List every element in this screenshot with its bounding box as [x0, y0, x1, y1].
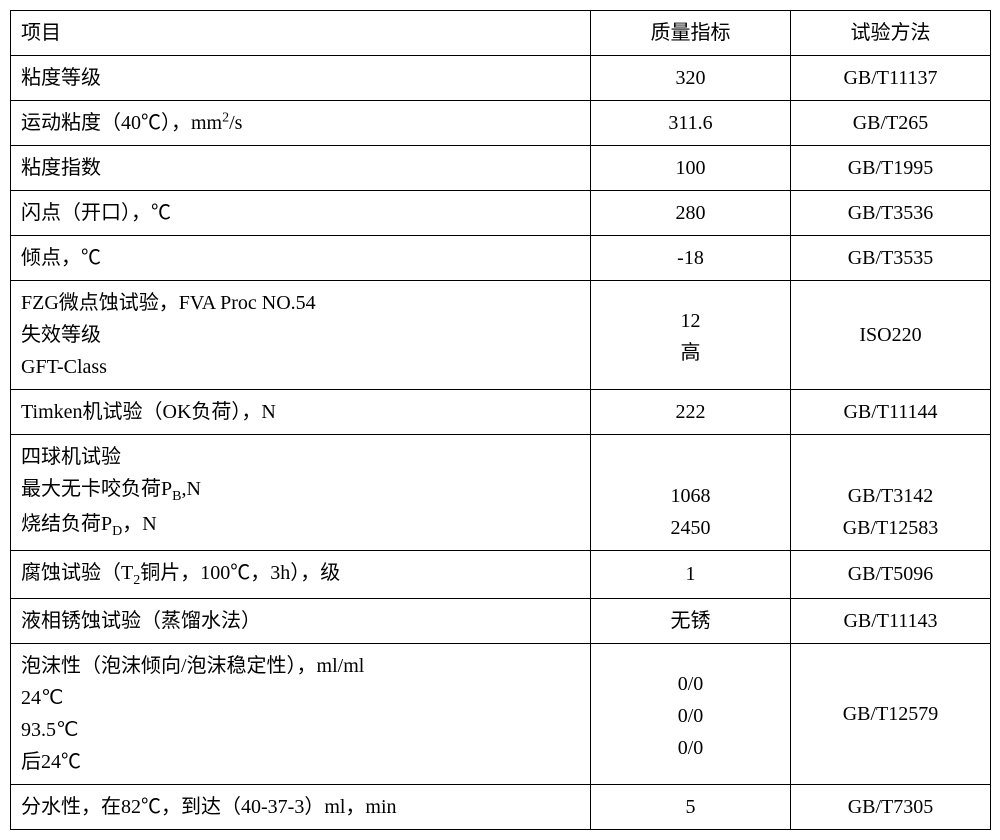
- table-row: 倾点，℃ -18 GB/T3535: [11, 236, 991, 281]
- header-project: 项目: [11, 11, 591, 56]
- cell-method: GB/T11144: [791, 390, 991, 435]
- cell-quality: 1068 2450: [591, 435, 791, 551]
- cell-method: GB/T3535: [791, 236, 991, 281]
- table-row: 粘度指数 100 GB/T1995: [11, 146, 991, 191]
- cell-project: Timken机试验（OK负荷），N: [11, 390, 591, 435]
- cell-quality: -18: [591, 236, 791, 281]
- table-row: 泡沫性（泡沫倾向/泡沫稳定性），ml/ml 24℃ 93.5℃ 后24℃ 0/0…: [11, 644, 991, 785]
- cell-project: 闪点（开口），℃: [11, 191, 591, 236]
- cell-method: GB/T3536: [791, 191, 991, 236]
- cell-method: GB/T11137: [791, 56, 991, 101]
- cell-project: 分水性，在82℃，到达（40-37-3）ml，min: [11, 785, 591, 830]
- table-row: 运动粘度（40℃），mm2/s 311.6 GB/T265: [11, 101, 991, 146]
- cell-project: 腐蚀试验（T2铜片，100℃，3h），级: [11, 550, 591, 598]
- cell-quality: 5: [591, 785, 791, 830]
- table-row: FZG微点蚀试验，FVA Proc NO.54 失效等级 GFT-Class 1…: [11, 281, 991, 390]
- spec-table: 项目 质量指标 试验方法 粘度等级 320 GB/T11137 运动粘度（40℃…: [10, 10, 991, 830]
- cell-method: GB/T11143: [791, 599, 991, 644]
- cell-project: 液相锈蚀试验（蒸馏水法）: [11, 599, 591, 644]
- table-row: 分水性，在82℃，到达（40-37-3）ml，min 5 GB/T7305: [11, 785, 991, 830]
- cell-project: 四球机试验最大无卡咬负荷PB,N烧结负荷PD，N: [11, 435, 591, 551]
- cell-method: GB/T5096: [791, 550, 991, 598]
- cell-quality: 100: [591, 146, 791, 191]
- cell-quality: 12 高: [591, 281, 791, 390]
- cell-project: 运动粘度（40℃），mm2/s: [11, 101, 591, 146]
- cell-method: GB/T265: [791, 101, 991, 146]
- table-row: 液相锈蚀试验（蒸馏水法） 无锈 GB/T11143: [11, 599, 991, 644]
- cell-quality: 311.6: [591, 101, 791, 146]
- cell-project: 泡沫性（泡沫倾向/泡沫稳定性），ml/ml 24℃ 93.5℃ 后24℃: [11, 644, 591, 785]
- header-quality: 质量指标: [591, 11, 791, 56]
- cell-project: 倾点，℃: [11, 236, 591, 281]
- table-row: 粘度等级 320 GB/T11137: [11, 56, 991, 101]
- cell-method: GB/T7305: [791, 785, 991, 830]
- cell-project: FZG微点蚀试验，FVA Proc NO.54 失效等级 GFT-Class: [11, 281, 591, 390]
- cell-method: ISO220: [791, 281, 991, 390]
- cell-quality: 无锈: [591, 599, 791, 644]
- table-header-row: 项目 质量指标 试验方法: [11, 11, 991, 56]
- cell-project: 粘度指数: [11, 146, 591, 191]
- cell-quality: 0/0 0/0 0/0: [591, 644, 791, 785]
- cell-quality: 1: [591, 550, 791, 598]
- cell-method: GB/T1995: [791, 146, 991, 191]
- header-method: 试验方法: [791, 11, 991, 56]
- cell-method: GB/T3142 GB/T12583: [791, 435, 991, 551]
- cell-method: GB/T12579: [791, 644, 991, 785]
- cell-project: 粘度等级: [11, 56, 591, 101]
- table-row: 腐蚀试验（T2铜片，100℃，3h），级 1 GB/T5096: [11, 550, 991, 598]
- table-row: Timken机试验（OK负荷），N 222 GB/T11144: [11, 390, 991, 435]
- cell-quality: 320: [591, 56, 791, 101]
- cell-quality: 280: [591, 191, 791, 236]
- table-row: 四球机试验最大无卡咬负荷PB,N烧结负荷PD，N 1068 2450 GB/T3…: [11, 435, 991, 551]
- cell-quality: 222: [591, 390, 791, 435]
- table-row: 闪点（开口），℃ 280 GB/T3536: [11, 191, 991, 236]
